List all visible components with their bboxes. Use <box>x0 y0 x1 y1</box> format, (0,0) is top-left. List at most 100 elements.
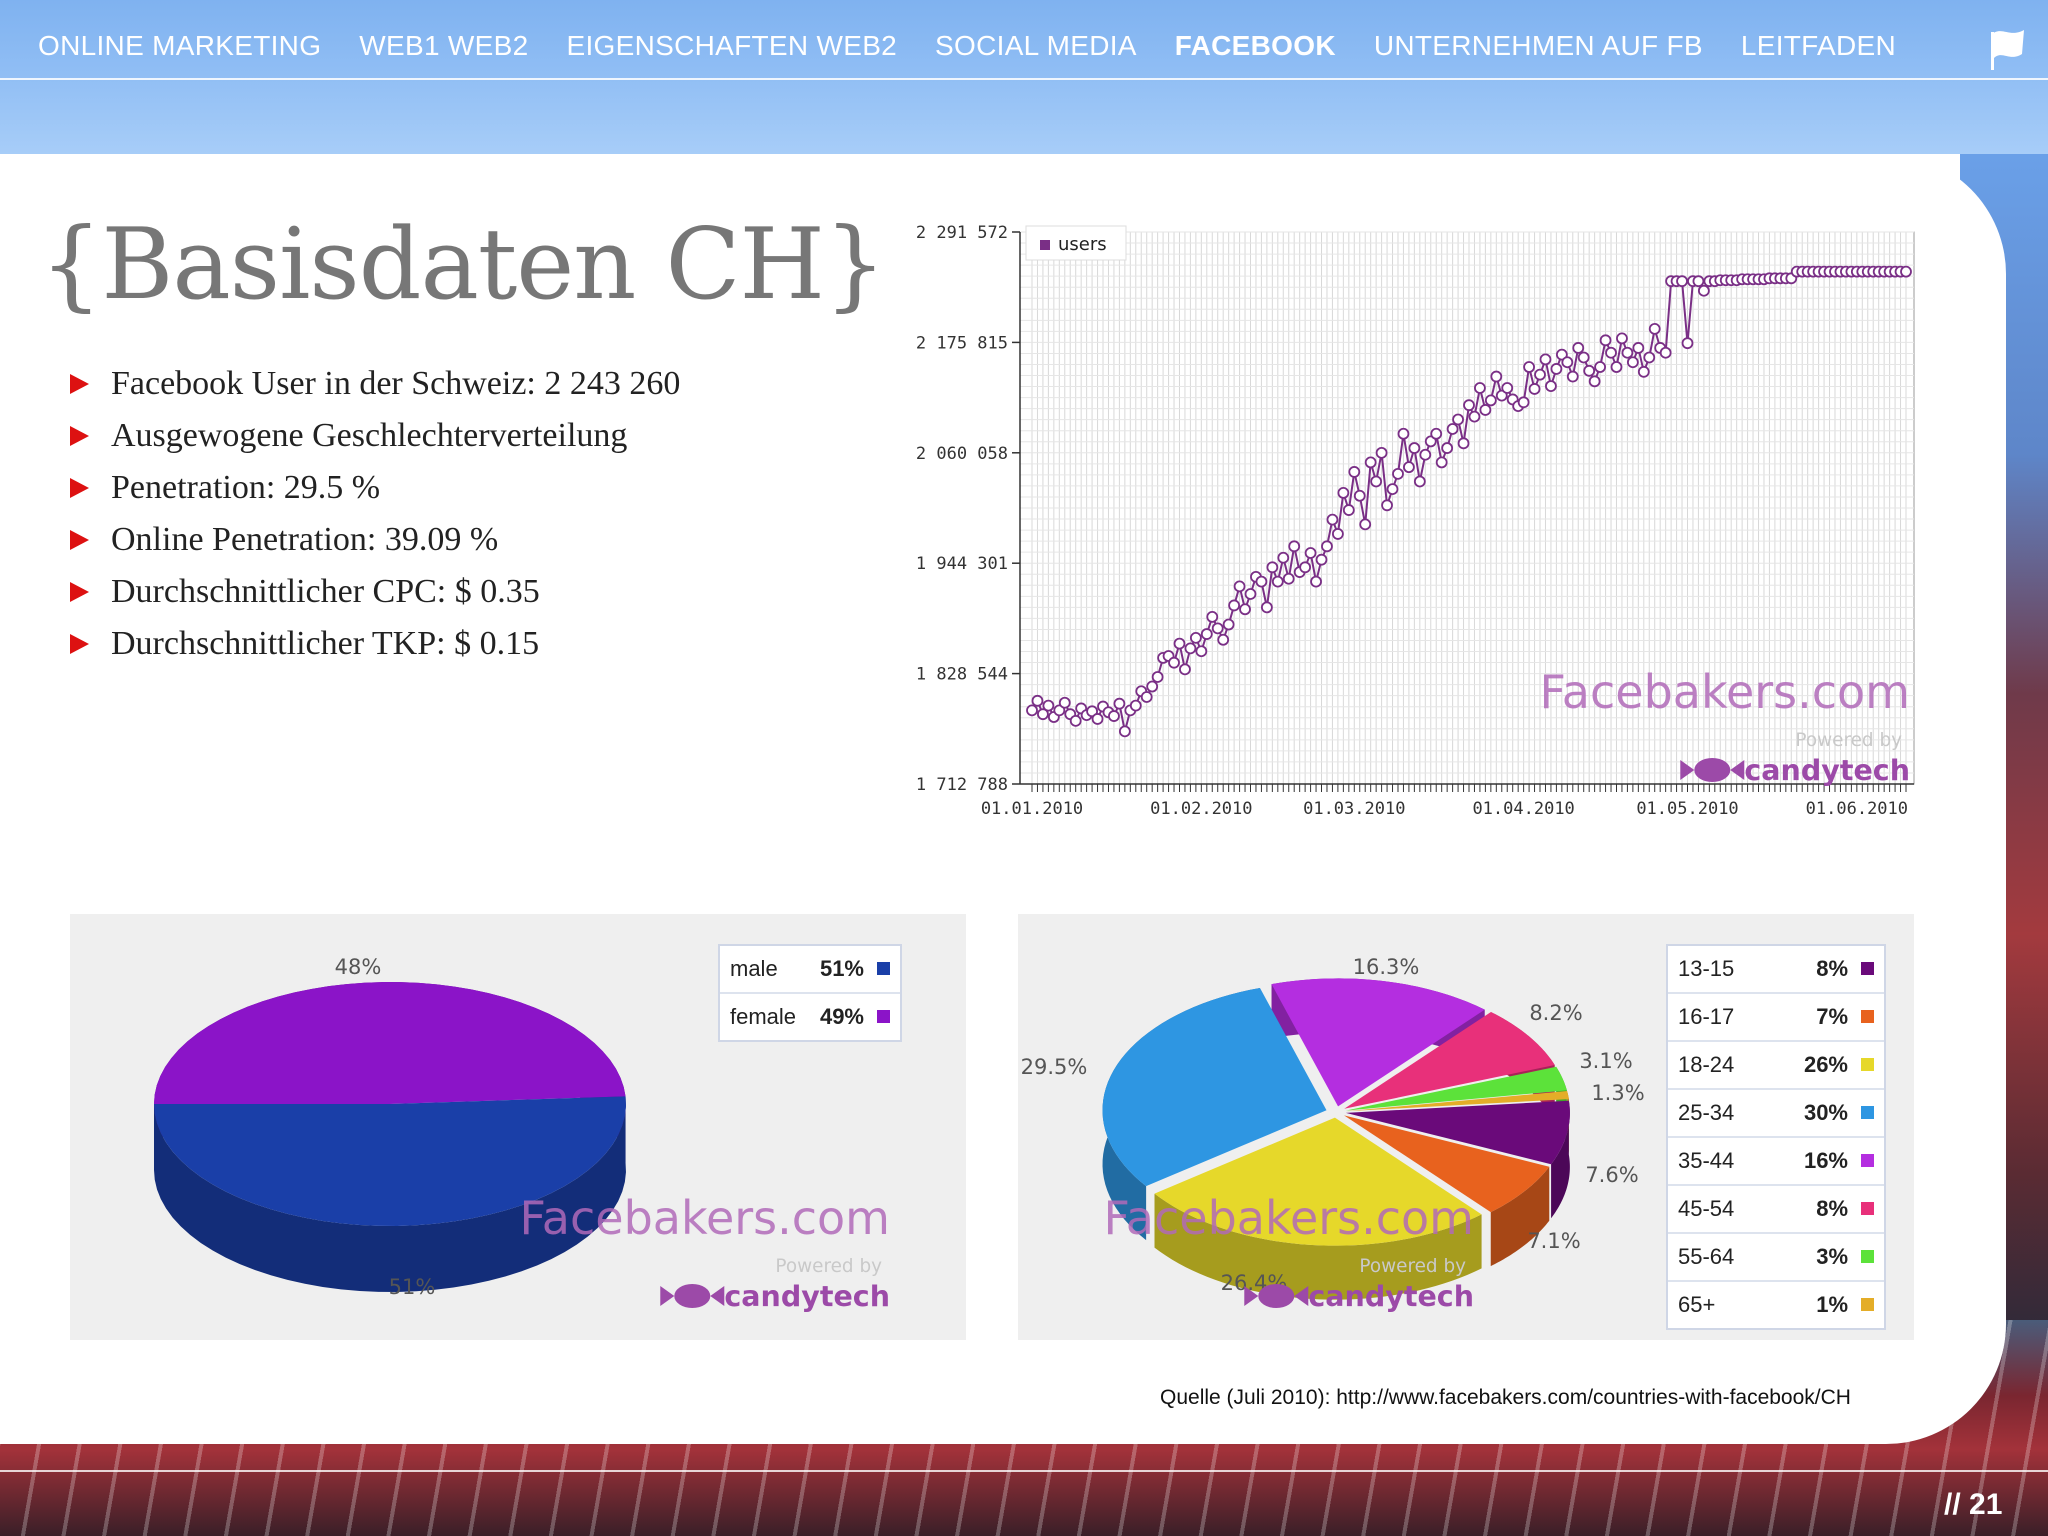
users-data-point <box>1484 394 1497 407</box>
users-data-point <box>1211 622 1224 635</box>
bullet-triangle-icon <box>70 478 89 498</box>
legend-percent: 1% <box>1816 1292 1848 1317</box>
bullet-list: Facebook User in der Schweiz: 2 243 260 A… <box>70 358 680 670</box>
pie-slice-side <box>1551 1100 1570 1219</box>
users-data-point <box>1179 663 1191 676</box>
nav-item-leitfaden[interactable]: LEITFADEN <box>1740 30 1897 61</box>
users-data-point <box>1299 561 1312 574</box>
x-tick-label: 01.04.2010 <box>1472 799 1574 819</box>
users-data-point <box>1173 637 1186 650</box>
users-data-point <box>1113 697 1126 710</box>
pie-slice-55-64 <box>1345 1066 1567 1111</box>
nav-item-unternehmen-auf-fb[interactable]: UNTERNEHMEN AUF FB <box>1373 30 1703 61</box>
nav-item-online-marketing[interactable]: ONLINE MARKETING <box>38 30 322 61</box>
nav-item-web1-web2[interactable]: WEB1 WEB2 <box>359 30 529 61</box>
legend-label: 65+ <box>1678 1292 1716 1317</box>
users-data-point <box>1435 456 1448 469</box>
nav-item-eigenschaften-web2[interactable]: EIGENSCHAFTEN WEB2 <box>566 30 898 61</box>
users-data-point <box>1370 475 1383 488</box>
users-data-point <box>1583 364 1596 377</box>
top-navigation-bar: ONLINE MARKETING WEB1 WEB2 EIGENSCHAFTEN W… <box>0 0 2048 154</box>
y-tick-label: 2 060 058 <box>916 444 1008 464</box>
pie-slice-side <box>154 1096 626 1292</box>
users-data-point <box>1550 363 1563 375</box>
y-tick-label: 1 712 788 <box>916 775 1008 795</box>
users-data-point <box>1255 575 1268 588</box>
users-data-point <box>1599 334 1612 347</box>
users-data-point <box>1381 499 1393 512</box>
nav-item-facebook[interactable]: FACEBOOK <box>1174 30 1336 61</box>
legend-swatch <box>1861 1202 1874 1215</box>
users-data-point <box>1375 446 1388 459</box>
users-data-point <box>1692 275 1705 288</box>
pie-slice-label: 8.2% <box>1529 1001 1582 1025</box>
bullet-text: Online Penetration: 39.09 % <box>111 521 499 558</box>
legend-label: 55-64 <box>1678 1244 1735 1269</box>
legend-label: 13-15 <box>1678 956 1735 981</box>
x-tick-label: 01.06.2010 <box>1806 799 1908 819</box>
legend-row: 45-54 8% <box>1668 1186 1884 1234</box>
pie-slice-label: 7.1% <box>1527 1229 1580 1253</box>
users-data-point <box>1413 475 1426 488</box>
footer-divider <box>0 1470 2048 1472</box>
pie-slice-label: 3.1% <box>1579 1049 1632 1073</box>
pie-slice-label: 29.5% <box>1021 1055 1088 1079</box>
x-tick-label: 01.03.2010 <box>1303 799 1405 819</box>
pie-slice-18-24 <box>1154 1117 1482 1246</box>
nav-divider <box>0 78 2048 80</box>
y-tick-label: 1 944 301 <box>916 554 1008 574</box>
bullet-triangle-icon <box>70 374 89 394</box>
pie-slice-35-44 <box>1271 978 1485 1107</box>
legend-row: 13-15 8% <box>1668 946 1884 994</box>
bullet-triangle-icon <box>70 634 89 654</box>
legend-swatch <box>1861 1154 1874 1167</box>
users-data-point <box>1452 413 1464 426</box>
legend-swatch <box>877 962 890 975</box>
bullet-text: Ausgewogene Geschlechterverteilung <box>111 417 628 454</box>
legend-row: female 49% <box>720 994 900 1040</box>
users-data-point <box>1495 389 1508 402</box>
users-data-point <box>1348 466 1361 478</box>
watermark-site: Facebakers.com <box>1540 665 1910 719</box>
legend-percent: 8% <box>1816 1196 1848 1221</box>
flag-icon[interactable] <box>1988 24 2028 72</box>
users-data-point <box>1528 383 1541 395</box>
users-data-point <box>1364 456 1377 469</box>
users-data-point <box>1577 351 1590 364</box>
watermark-powered: Powered by <box>775 1256 882 1277</box>
watermark-brand: candytech <box>1308 1280 1474 1313</box>
users-data-point <box>1282 572 1295 585</box>
bullet-text: Durchschnittlicher CPC: $ 0.35 <box>111 573 540 610</box>
pie-slice-label: 48% <box>335 955 382 979</box>
users-data-point <box>1042 699 1055 712</box>
legend-row: 65+ 1% <box>1668 1282 1884 1328</box>
pie-slice-16-17 <box>1344 1115 1550 1213</box>
nav-item-social-media[interactable]: SOCIAL MEDIA <box>935 30 1137 61</box>
page-number: // 21 <box>1944 1488 2003 1521</box>
legend-label: male <box>730 956 778 981</box>
users-data-point <box>1555 348 1568 361</box>
users-data-point <box>1091 713 1104 725</box>
legend-percent: 30% <box>1803 1100 1848 1125</box>
users-data-point <box>1517 396 1530 409</box>
legend-row: 25-34 30% <box>1668 1090 1884 1138</box>
users-data-point <box>1403 461 1415 474</box>
users-data-point <box>1271 575 1284 588</box>
users-data-point <box>1315 553 1328 566</box>
line-legend: users <box>1025 225 1127 261</box>
users-data-point <box>1189 631 1202 644</box>
users-data-point <box>1228 599 1241 612</box>
users-data-point <box>1359 518 1372 531</box>
legend-row: 35-44 16% <box>1668 1138 1884 1186</box>
users-data-point <box>1129 699 1142 712</box>
bullet-item: Penetration: 29.5 % <box>70 462 680 514</box>
legend-swatch <box>1861 1106 1874 1119</box>
legend-label: 35-44 <box>1678 1148 1735 1173</box>
bullet-item: Durchschnittlicher TKP: $ 0.15 <box>70 618 680 670</box>
y-tick-label: 2 175 815 <box>916 333 1008 353</box>
users-data-point <box>1430 427 1443 440</box>
candy-icon <box>1694 758 1731 782</box>
pie-slice-label: 1.3% <box>1591 1081 1644 1105</box>
legend-percent: 3% <box>1816 1244 1848 1269</box>
users-data-point <box>1026 704 1038 717</box>
